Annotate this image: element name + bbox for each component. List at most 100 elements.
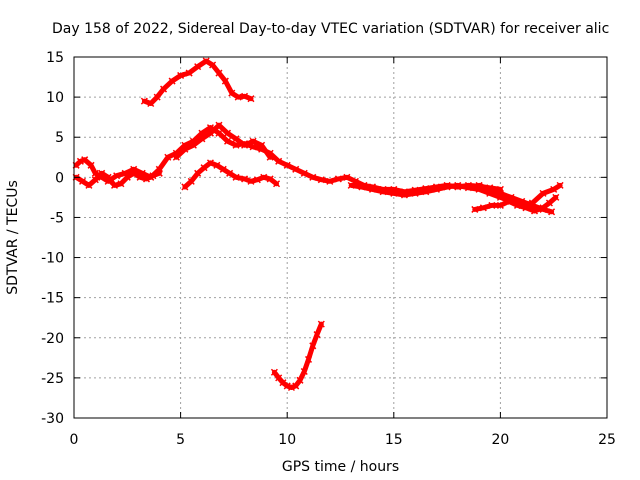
data-point xyxy=(221,77,229,85)
data-point xyxy=(149,172,157,180)
y-tick-label: 15 xyxy=(46,50,64,66)
data-point xyxy=(552,193,560,201)
data-point xyxy=(317,176,325,184)
data-point xyxy=(249,137,257,145)
data-point xyxy=(228,89,236,97)
data-point xyxy=(313,331,321,339)
data-point xyxy=(258,141,266,149)
series-track-right-cross xyxy=(475,181,556,216)
data-point xyxy=(85,181,93,189)
data-point xyxy=(194,63,202,71)
data-point xyxy=(292,382,300,390)
data-point xyxy=(539,189,547,197)
data-point xyxy=(130,169,138,177)
data-point xyxy=(153,93,161,101)
x-tick-label: 15 xyxy=(385,432,403,448)
data-point xyxy=(347,181,355,189)
data-point xyxy=(185,69,193,77)
data-point xyxy=(496,201,504,209)
data-point xyxy=(304,355,313,363)
data-point xyxy=(488,201,496,209)
data-point xyxy=(358,183,366,191)
data-point xyxy=(142,175,151,183)
data-point xyxy=(78,177,87,185)
data-series xyxy=(72,57,564,392)
data-point xyxy=(113,172,121,180)
data-point xyxy=(300,169,308,177)
data-point xyxy=(283,382,291,390)
data-point xyxy=(194,169,202,177)
data-point xyxy=(368,185,377,193)
data-point xyxy=(110,181,119,189)
data-point xyxy=(213,161,221,169)
data-point xyxy=(223,137,232,145)
data-point xyxy=(81,156,89,164)
x-tick-label: 20 xyxy=(491,432,509,448)
data-point xyxy=(155,169,163,177)
data-point xyxy=(189,141,197,149)
data-point xyxy=(87,161,95,169)
data-point xyxy=(241,175,249,183)
data-point xyxy=(422,188,430,196)
data-point xyxy=(76,157,84,165)
data-point xyxy=(98,169,106,177)
data-point xyxy=(528,201,536,209)
series-track-mid-low xyxy=(181,159,281,191)
y-tick-label: -5 xyxy=(50,210,64,226)
data-point xyxy=(270,368,278,376)
data-point xyxy=(309,342,317,350)
data-point xyxy=(443,183,451,191)
data-point xyxy=(206,129,214,137)
data-point xyxy=(266,153,274,161)
series-track-right-low xyxy=(471,193,560,215)
data-point xyxy=(486,185,494,193)
data-point xyxy=(168,77,176,85)
data-point xyxy=(136,173,144,181)
data-point xyxy=(266,175,274,183)
data-point xyxy=(164,153,172,161)
data-point xyxy=(287,383,295,392)
plot-frame xyxy=(73,56,608,419)
data-point xyxy=(104,173,112,181)
data-point xyxy=(200,164,208,172)
data-point xyxy=(496,189,504,197)
data-point xyxy=(202,57,210,65)
y-tick-label: -15 xyxy=(41,291,64,307)
data-point xyxy=(507,193,515,201)
data-point xyxy=(215,121,223,129)
x-tick-label: 0 xyxy=(70,432,79,448)
data-point xyxy=(215,69,223,77)
data-point xyxy=(296,376,304,384)
data-point xyxy=(223,129,232,137)
data-point xyxy=(160,85,168,93)
chart-title: Day 158 of 2022, Sidereal Day-to-day VTE… xyxy=(52,21,609,37)
series-line xyxy=(141,58,254,106)
data-point xyxy=(247,177,255,185)
data-point xyxy=(275,157,283,165)
data-point xyxy=(147,99,155,108)
data-point xyxy=(334,175,342,183)
data-point xyxy=(550,185,558,193)
data-point xyxy=(232,135,240,143)
data-point xyxy=(326,177,334,185)
data-point xyxy=(260,173,268,181)
y-tick-label: 0 xyxy=(55,170,64,186)
x-tick-label: 10 xyxy=(278,432,296,448)
data-point xyxy=(181,145,189,153)
data-point xyxy=(539,205,547,213)
data-point xyxy=(411,189,419,197)
data-point xyxy=(232,173,240,181)
data-point xyxy=(317,320,325,328)
data-point xyxy=(91,176,99,184)
data-point xyxy=(187,177,195,185)
data-point xyxy=(379,188,387,196)
y-axis-title: SDTVAR / TECUs xyxy=(5,180,21,295)
data-point xyxy=(309,173,317,181)
data-point xyxy=(241,92,249,100)
y-tick-label: -10 xyxy=(41,251,64,267)
y-tick-label: -25 xyxy=(41,371,64,387)
x-tick-label: 25 xyxy=(598,432,616,448)
data-point xyxy=(226,169,234,177)
